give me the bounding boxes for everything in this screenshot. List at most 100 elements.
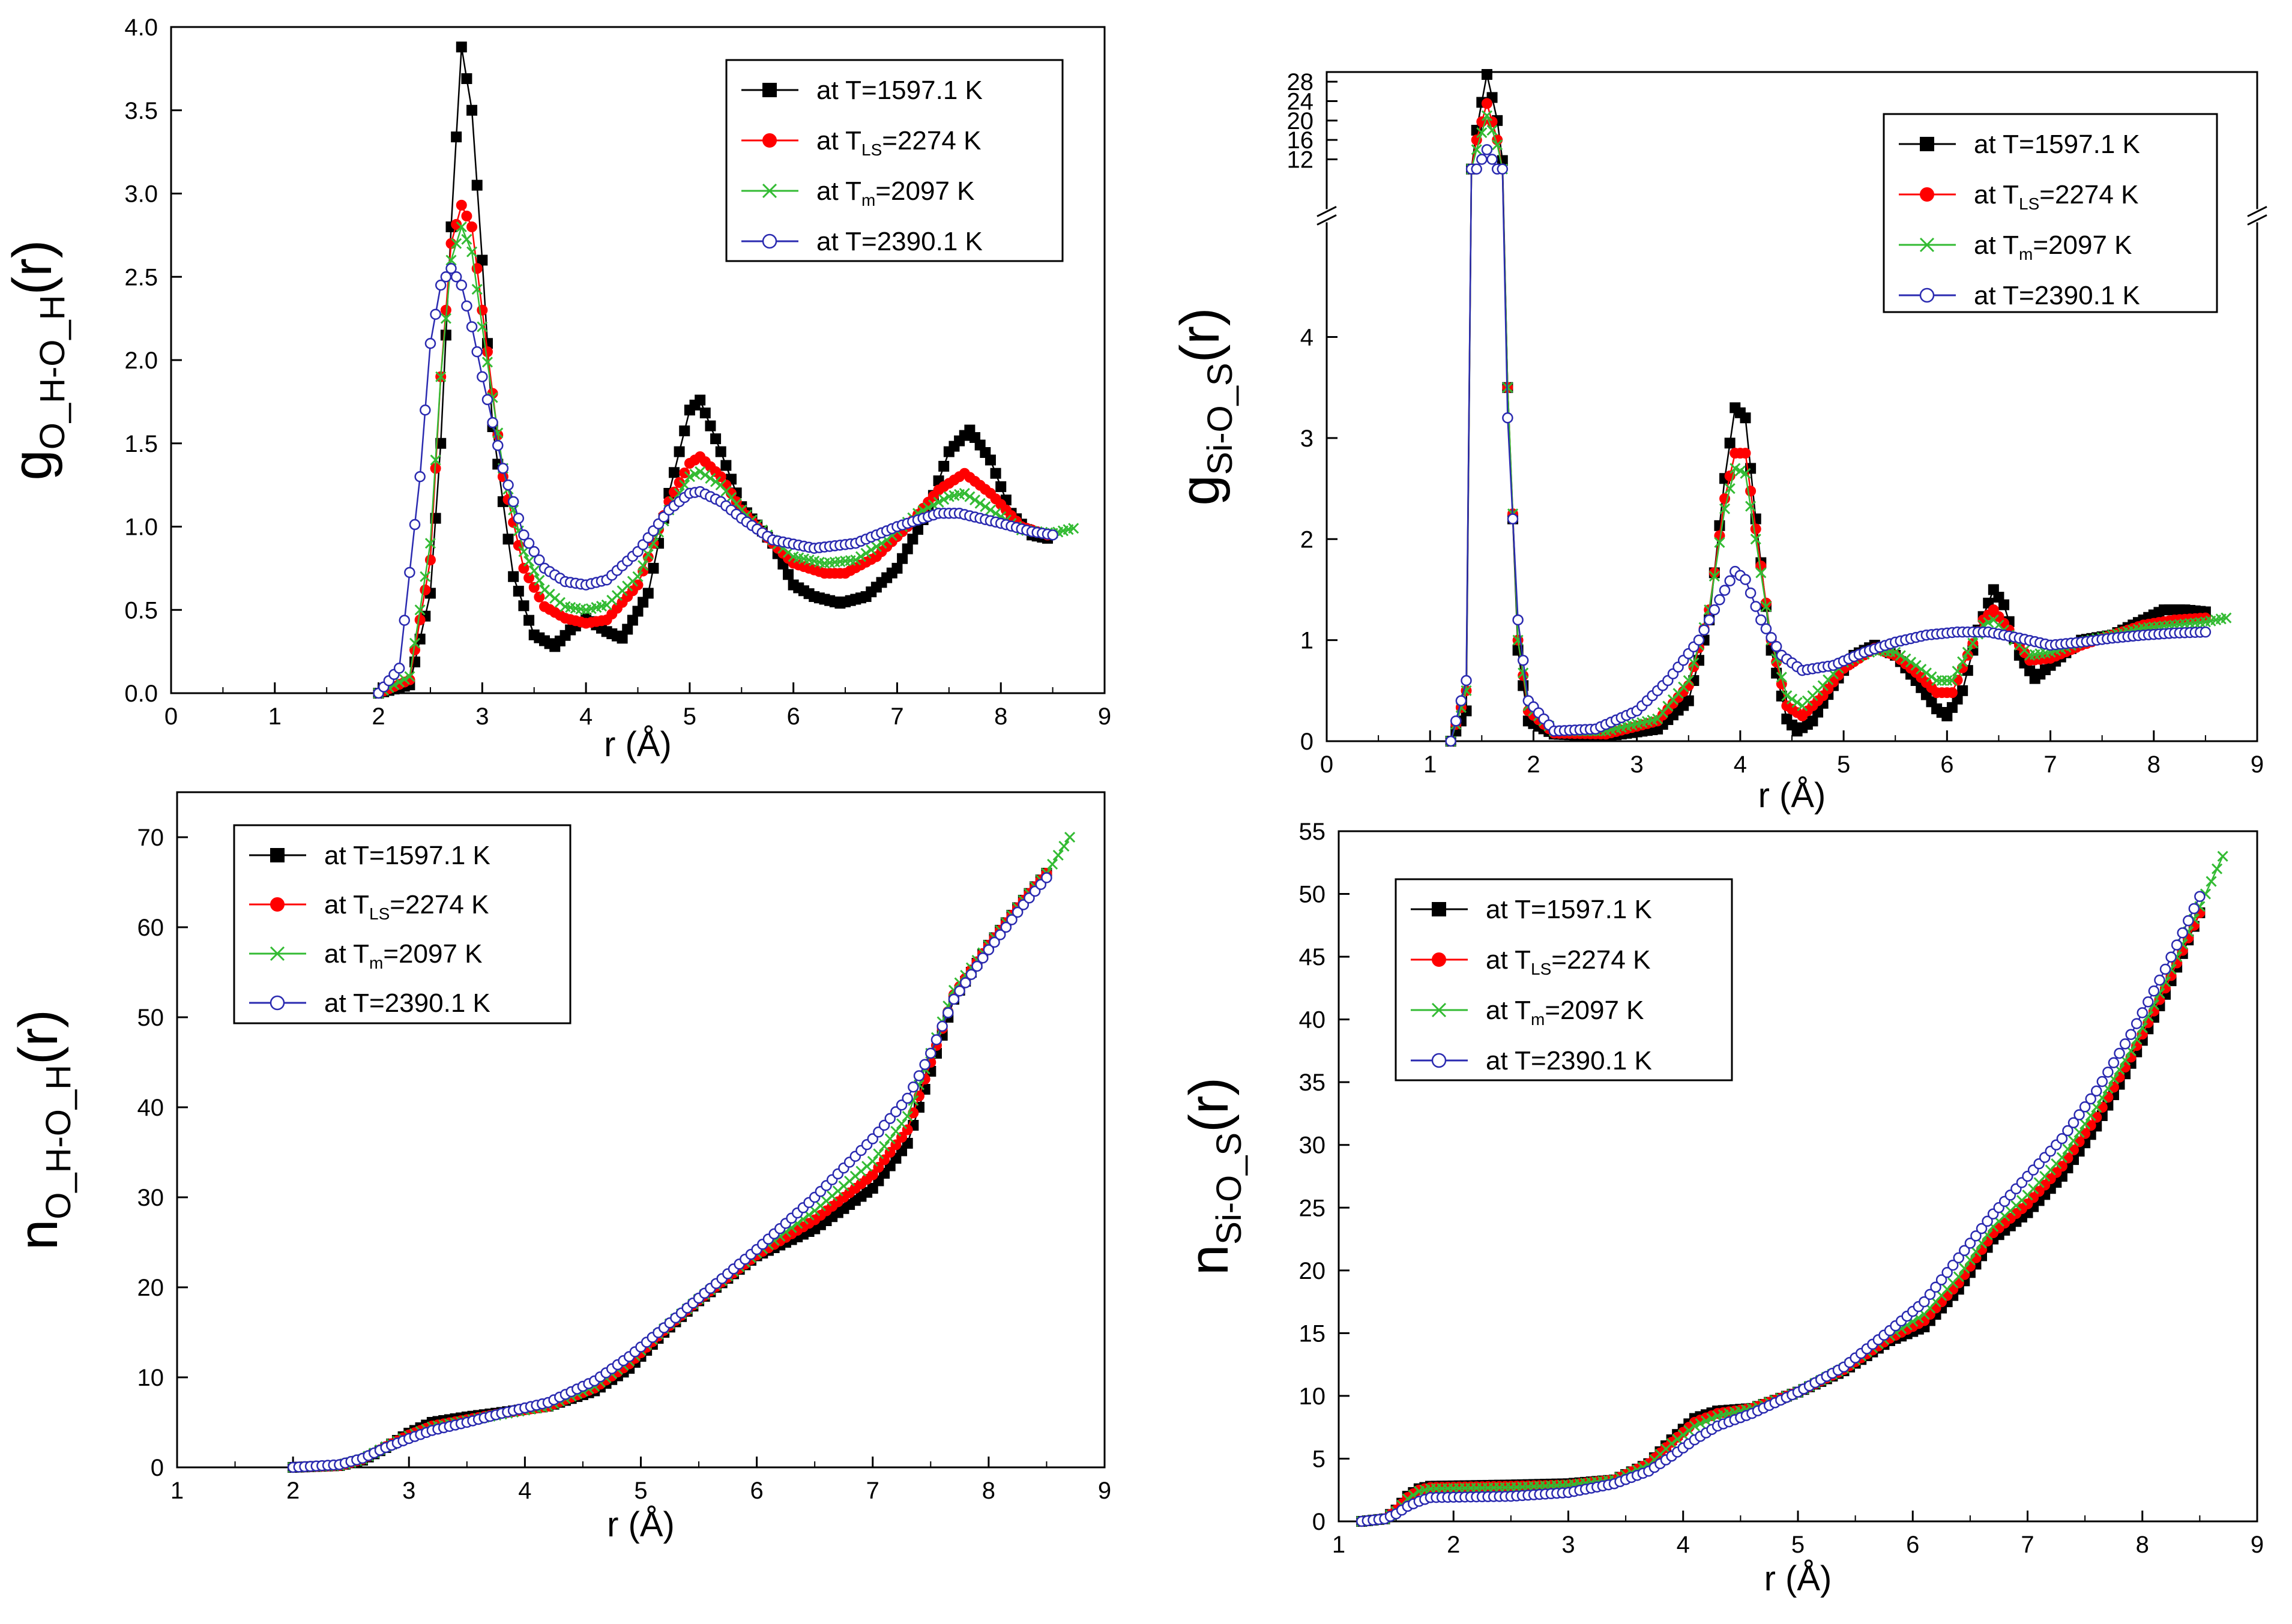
data-point bbox=[1952, 666, 1963, 677]
y-tick-label: 30 bbox=[1299, 1132, 1326, 1159]
data-point bbox=[954, 985, 965, 997]
data-point bbox=[985, 504, 997, 516]
data-point bbox=[1512, 614, 1524, 626]
y-tick-label: 50 bbox=[1299, 882, 1326, 908]
data-point bbox=[1740, 468, 1751, 479]
data-point bbox=[2108, 1057, 2120, 1069]
data-point bbox=[896, 1118, 908, 1129]
data-point bbox=[936, 1020, 948, 1032]
data-point bbox=[971, 960, 983, 972]
data-point bbox=[715, 446, 726, 457]
data-point bbox=[1895, 650, 1906, 661]
data-point bbox=[648, 562, 659, 574]
y-tick-label: 10 bbox=[1299, 1383, 1326, 1410]
data-point bbox=[507, 496, 519, 508]
data-point bbox=[622, 624, 633, 635]
data-point bbox=[1724, 438, 1736, 449]
data-point bbox=[461, 300, 472, 312]
y-tick-label: 40 bbox=[1299, 1007, 1326, 1033]
data-point bbox=[523, 556, 535, 567]
data-point bbox=[456, 221, 467, 233]
data-point bbox=[477, 254, 488, 266]
y-tick-label: 4.0 bbox=[124, 14, 158, 41]
data-point bbox=[684, 471, 695, 483]
data-point bbox=[450, 271, 462, 283]
data-point bbox=[860, 547, 872, 559]
x-tick-label: 2 bbox=[286, 1478, 300, 1504]
data-point bbox=[435, 371, 447, 382]
data-point bbox=[1807, 715, 1818, 727]
data-point bbox=[2177, 927, 2188, 939]
data-point bbox=[674, 446, 685, 457]
data-point bbox=[1924, 1289, 1936, 1301]
data-point bbox=[689, 469, 701, 480]
data-point bbox=[1476, 154, 1488, 165]
data-point bbox=[642, 588, 654, 599]
data-point bbox=[902, 1092, 913, 1104]
data-point bbox=[1962, 646, 1973, 658]
legend-label: at T=1597.1 K bbox=[1974, 130, 2140, 159]
data-point bbox=[1920, 667, 1932, 679]
data-point bbox=[878, 1140, 890, 1152]
data-point bbox=[990, 468, 1001, 479]
legend: at T=1597.1 K at TLS=2274 K at Tm=2097 K at… bbox=[1883, 113, 2218, 313]
data-point bbox=[1957, 685, 1968, 696]
data-point bbox=[1445, 735, 1456, 747]
data-point bbox=[440, 271, 452, 283]
y-tick-label: 0 bbox=[151, 1455, 164, 1481]
data-point bbox=[1916, 663, 1927, 675]
data-point bbox=[456, 41, 467, 53]
data-point bbox=[942, 1007, 954, 1018]
y-axis-label: gSi-O_S(r) bbox=[1169, 307, 1240, 505]
legend-box bbox=[1883, 113, 2218, 313]
legend-label: at T=2390.1 K bbox=[1974, 281, 2140, 310]
data-point bbox=[1502, 412, 1513, 424]
legend-marker bbox=[1919, 287, 1935, 303]
data-point bbox=[960, 977, 971, 988]
data-point bbox=[497, 463, 509, 474]
data-point bbox=[440, 329, 451, 341]
data-point bbox=[1935, 1274, 1947, 1286]
data-point bbox=[534, 574, 545, 586]
data-point bbox=[1910, 660, 1922, 671]
data-point bbox=[2165, 951, 2177, 963]
legend-label: at Tm=2097 K bbox=[1486, 996, 1644, 1029]
data-point bbox=[699, 408, 711, 419]
data-point bbox=[461, 210, 472, 221]
legend-label: at TLS=2274 K bbox=[1486, 945, 1650, 978]
x-tick-label: 8 bbox=[2136, 1532, 2149, 1558]
series-3 bbox=[287, 872, 1052, 1473]
y-tick-label: 20 bbox=[1299, 1258, 1326, 1284]
data-point bbox=[1964, 1254, 1976, 1266]
x-tick-label: 1 bbox=[1423, 751, 1437, 778]
data-point bbox=[1693, 634, 1705, 646]
legend-marker bbox=[270, 946, 285, 961]
data-point bbox=[451, 131, 462, 143]
legend: at T=1597.1 K at TLS=2274 K at Tm=2097 K at… bbox=[725, 59, 1064, 262]
data-point bbox=[1000, 921, 1012, 933]
data-point bbox=[1006, 914, 1018, 925]
data-point bbox=[399, 615, 410, 626]
legend-marker bbox=[762, 133, 777, 148]
data-point bbox=[1976, 1223, 1988, 1235]
data-point bbox=[1983, 617, 1994, 628]
x-tick-label: 7 bbox=[890, 703, 903, 730]
data-point bbox=[948, 993, 960, 1005]
data-point bbox=[668, 467, 680, 478]
data-point bbox=[466, 104, 478, 116]
legend-marker bbox=[1920, 137, 1934, 151]
data-point bbox=[1890, 646, 1901, 658]
y-tick-label: 20 bbox=[1287, 108, 1314, 134]
legend-marker bbox=[762, 233, 777, 249]
data-point bbox=[2073, 1109, 2085, 1120]
data-point bbox=[1947, 1259, 1959, 1271]
x-tick-label: 8 bbox=[982, 1478, 995, 1504]
data-point bbox=[908, 1081, 919, 1093]
data-point bbox=[1750, 601, 1761, 612]
x-tick-label: 2 bbox=[1447, 1532, 1460, 1558]
data-point bbox=[632, 606, 644, 617]
data-point bbox=[528, 546, 540, 558]
x-tick-label: 5 bbox=[1791, 1532, 1805, 1558]
y-tick-label: 0.0 bbox=[124, 681, 158, 707]
legend-label: at T=2390.1 K bbox=[816, 227, 983, 256]
